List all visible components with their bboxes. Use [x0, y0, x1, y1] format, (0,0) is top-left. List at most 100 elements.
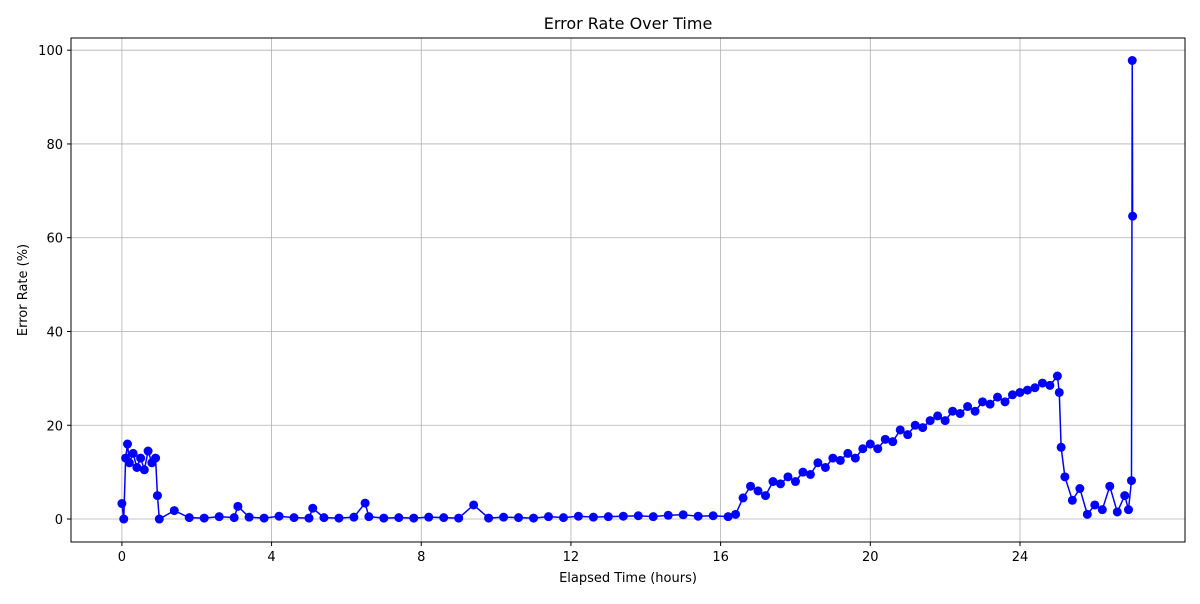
data-point [1128, 211, 1138, 221]
data-point [910, 420, 920, 430]
data-point [274, 511, 284, 521]
y-tick-label: 60 [46, 232, 63, 247]
data-point [184, 513, 194, 523]
data-point [1112, 507, 1122, 517]
data-point [543, 512, 553, 522]
data-point [820, 462, 830, 472]
x-axis-label: Elapsed Time (hours) [559, 571, 697, 586]
data-point [985, 399, 995, 409]
data-point [1105, 481, 1115, 491]
data-point [360, 498, 370, 508]
data-point [805, 469, 815, 479]
data-point [1082, 509, 1092, 519]
y-tick-label: 80 [46, 138, 63, 153]
data-point [1120, 491, 1130, 501]
x-tick-label: 0 [118, 550, 126, 565]
y-tick-label: 100 [38, 44, 63, 59]
data-point [244, 512, 254, 522]
data-point [1000, 397, 1010, 407]
data-point [119, 514, 129, 524]
data-point [746, 481, 756, 491]
data-point [319, 513, 329, 523]
y-axis-label: Error Rate (%) [16, 244, 31, 336]
data-point [798, 467, 808, 477]
data-point [573, 511, 583, 521]
data-point [128, 448, 138, 458]
data-point [199, 513, 209, 523]
data-point [259, 513, 269, 523]
data-point [117, 499, 127, 509]
y-tick-label: 20 [46, 419, 63, 434]
data-point [558, 513, 568, 523]
data-point [349, 512, 359, 522]
data-point [1060, 472, 1070, 482]
data-point [439, 513, 449, 523]
data-point [304, 513, 314, 523]
data-point [151, 453, 161, 463]
x-tick-label: 20 [862, 550, 879, 565]
data-point [409, 513, 419, 523]
data-point [169, 506, 179, 516]
data-point [895, 425, 905, 435]
data-point [753, 486, 763, 496]
chart-title: Error Rate Over Time [544, 14, 713, 33]
data-point [693, 511, 703, 521]
data-point [132, 462, 142, 472]
data-point [873, 444, 883, 454]
data-point [1054, 387, 1064, 397]
data-point [1097, 505, 1107, 515]
data-point [469, 500, 479, 510]
data-point [1007, 390, 1017, 400]
data-point [888, 437, 898, 447]
data-point [334, 513, 344, 523]
data-point [143, 446, 153, 456]
data-point [1030, 383, 1040, 393]
data-point [308, 503, 318, 513]
data-point [783, 472, 793, 482]
data-point [993, 392, 1003, 402]
data-point [933, 411, 943, 421]
data-point [1052, 371, 1062, 381]
data-point [708, 511, 718, 521]
data-point [454, 513, 464, 523]
data-point [828, 453, 838, 463]
data-point [588, 512, 598, 522]
data-point [514, 513, 524, 523]
data-point [499, 512, 509, 522]
data-point [948, 406, 958, 416]
x-tick-label: 8 [417, 550, 425, 565]
data-point [364, 512, 374, 522]
data-point [603, 512, 613, 522]
data-point [289, 513, 299, 523]
data-point [678, 510, 688, 520]
data-point [424, 512, 434, 522]
data-point [903, 430, 913, 440]
data-point [633, 511, 643, 521]
data-point [1067, 495, 1077, 505]
data-point [723, 512, 733, 522]
data-point [850, 453, 860, 463]
data-point [865, 439, 875, 449]
data-point [918, 423, 928, 433]
data-point [1045, 380, 1055, 390]
x-tick-label: 12 [563, 550, 580, 565]
data-point [761, 491, 771, 501]
data-point [768, 477, 778, 487]
data-point [1037, 378, 1047, 388]
data-point [1075, 484, 1085, 494]
plot-frame [70, 37, 1186, 543]
data-point [790, 477, 800, 487]
x-tick-label: 4 [267, 550, 275, 565]
data-point [618, 511, 628, 521]
data-point [835, 455, 845, 465]
data-point [843, 448, 853, 458]
y-tick-label: 0 [55, 513, 63, 528]
y-tick-label: 40 [46, 325, 63, 340]
data-point [663, 510, 673, 520]
data-point [738, 493, 748, 503]
data-point [123, 439, 133, 449]
x-tick-label: 24 [1012, 550, 1029, 565]
data-point [154, 514, 164, 524]
data-point [775, 479, 785, 489]
